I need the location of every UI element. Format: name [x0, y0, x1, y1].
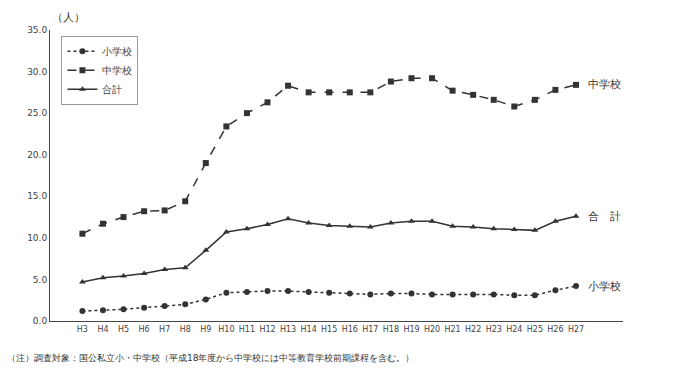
svg-text:H5: H5 — [118, 325, 129, 334]
svg-text:H17: H17 — [362, 325, 378, 334]
svg-text:H9: H9 — [200, 325, 211, 334]
svg-text:H6: H6 — [139, 325, 150, 334]
svg-text:20.0: 20.0 — [27, 150, 47, 160]
svg-text:小学校: 小学校 — [102, 46, 132, 57]
svg-text:H4: H4 — [97, 325, 108, 334]
svg-text:H8: H8 — [180, 325, 191, 334]
svg-text:15.0: 15.0 — [27, 191, 47, 201]
svg-text:10.0: 10.0 — [27, 233, 47, 243]
svg-text:H19: H19 — [403, 325, 419, 334]
svg-text:中学校: 中学校 — [102, 65, 132, 76]
svg-text:H13: H13 — [280, 325, 296, 334]
svg-text:H16: H16 — [342, 325, 358, 334]
svg-text:H15: H15 — [321, 325, 337, 334]
svg-text:H23: H23 — [486, 325, 502, 334]
svg-text:H10: H10 — [218, 325, 234, 334]
svg-text:H14: H14 — [301, 325, 317, 334]
svg-text:H22: H22 — [465, 325, 481, 334]
svg-text:中学校: 中学校 — [588, 78, 621, 91]
svg-text:5.0: 5.0 — [33, 275, 48, 285]
svg-text:H3: H3 — [77, 325, 88, 334]
svg-text:35.0: 35.0 — [27, 25, 47, 35]
svg-text:H18: H18 — [383, 325, 399, 334]
svg-text:H25: H25 — [527, 325, 543, 334]
svg-text:（注）調査対象：国公私立小・中学校（平成18年度から中学校に: （注）調査対象：国公私立小・中学校（平成18年度から中学校には中等教育学校前期課… — [7, 353, 414, 363]
svg-text:H12: H12 — [259, 325, 275, 334]
svg-text:H20: H20 — [424, 325, 440, 334]
svg-text:H26: H26 — [547, 325, 563, 334]
svg-text:H7: H7 — [159, 325, 170, 334]
svg-text:合計: 合計 — [102, 84, 122, 95]
svg-text:合 計: 合 計 — [588, 210, 621, 223]
svg-text:H24: H24 — [506, 325, 522, 334]
svg-text:0.0: 0.0 — [33, 316, 48, 326]
svg-text:（人）: （人） — [52, 11, 85, 24]
svg-text:H21: H21 — [444, 325, 460, 334]
svg-text:25.0: 25.0 — [27, 108, 47, 118]
svg-text:H11: H11 — [239, 325, 255, 334]
svg-text:30.0: 30.0 — [27, 67, 47, 77]
svg-text:小学校: 小学校 — [588, 280, 621, 293]
svg-text:H27: H27 — [568, 325, 584, 334]
